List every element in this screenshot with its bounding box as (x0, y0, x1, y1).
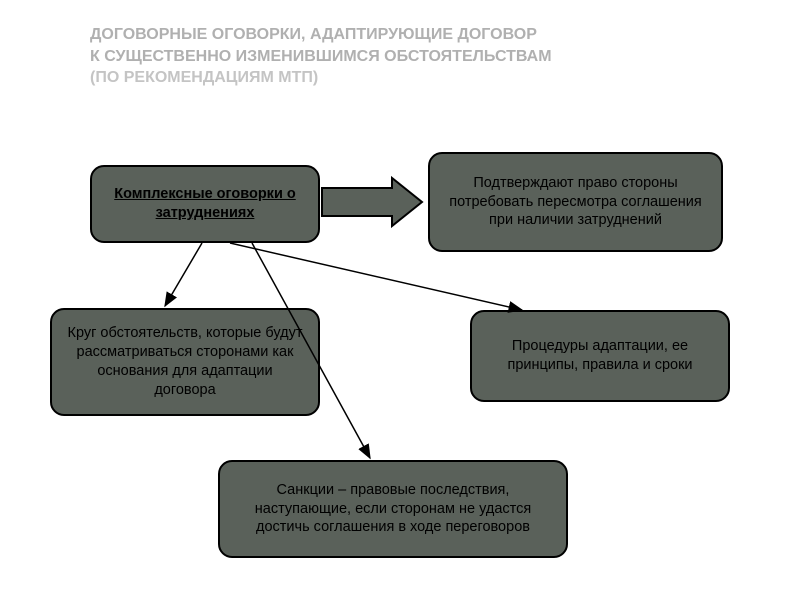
box-primary: Комплексные оговорки о затруднениях (90, 165, 320, 243)
title-line-3: (ПО РЕКОМЕНДАЦИЯМ МТП) (90, 67, 740, 89)
box-sanctions: Санкции – правовые последствия, наступаю… (218, 460, 568, 558)
title-line-1: ДОГОВОРНЫЕ ОГОВОРКИ, АДАПТИРУЮЩИЕ ДОГОВО… (90, 24, 740, 46)
box-primary-label: Комплексные оговорки о затруднениях (106, 185, 304, 223)
box-circumstances-label: Круг обстоятельств, которые будут рассма… (66, 324, 304, 399)
title-block: ДОГОВОРНЫЕ ОГОВОРКИ, АДАПТИРУЮЩИЕ ДОГОВО… (90, 24, 740, 89)
box-circumstances: Круг обстоятельств, которые будут рассма… (50, 308, 320, 416)
title-line-2: К СУЩЕСТВЕННО ИЗМЕНИВШИМСЯ ОБСТОЯТЕЛЬСТВ… (90, 46, 740, 68)
box-confirm-right: Подтверждают право стороны потребовать п… (428, 152, 723, 252)
box-procedures: Процедуры адаптации, ее принципы, правил… (470, 310, 730, 402)
box-procedures-label: Процедуры адаптации, ее принципы, правил… (486, 337, 714, 375)
box-sanctions-label: Санкции – правовые последствия, наступаю… (234, 481, 552, 538)
big-arrow-icon (322, 178, 422, 226)
box-confirm-right-label: Подтверждают право стороны потребовать п… (444, 174, 707, 231)
